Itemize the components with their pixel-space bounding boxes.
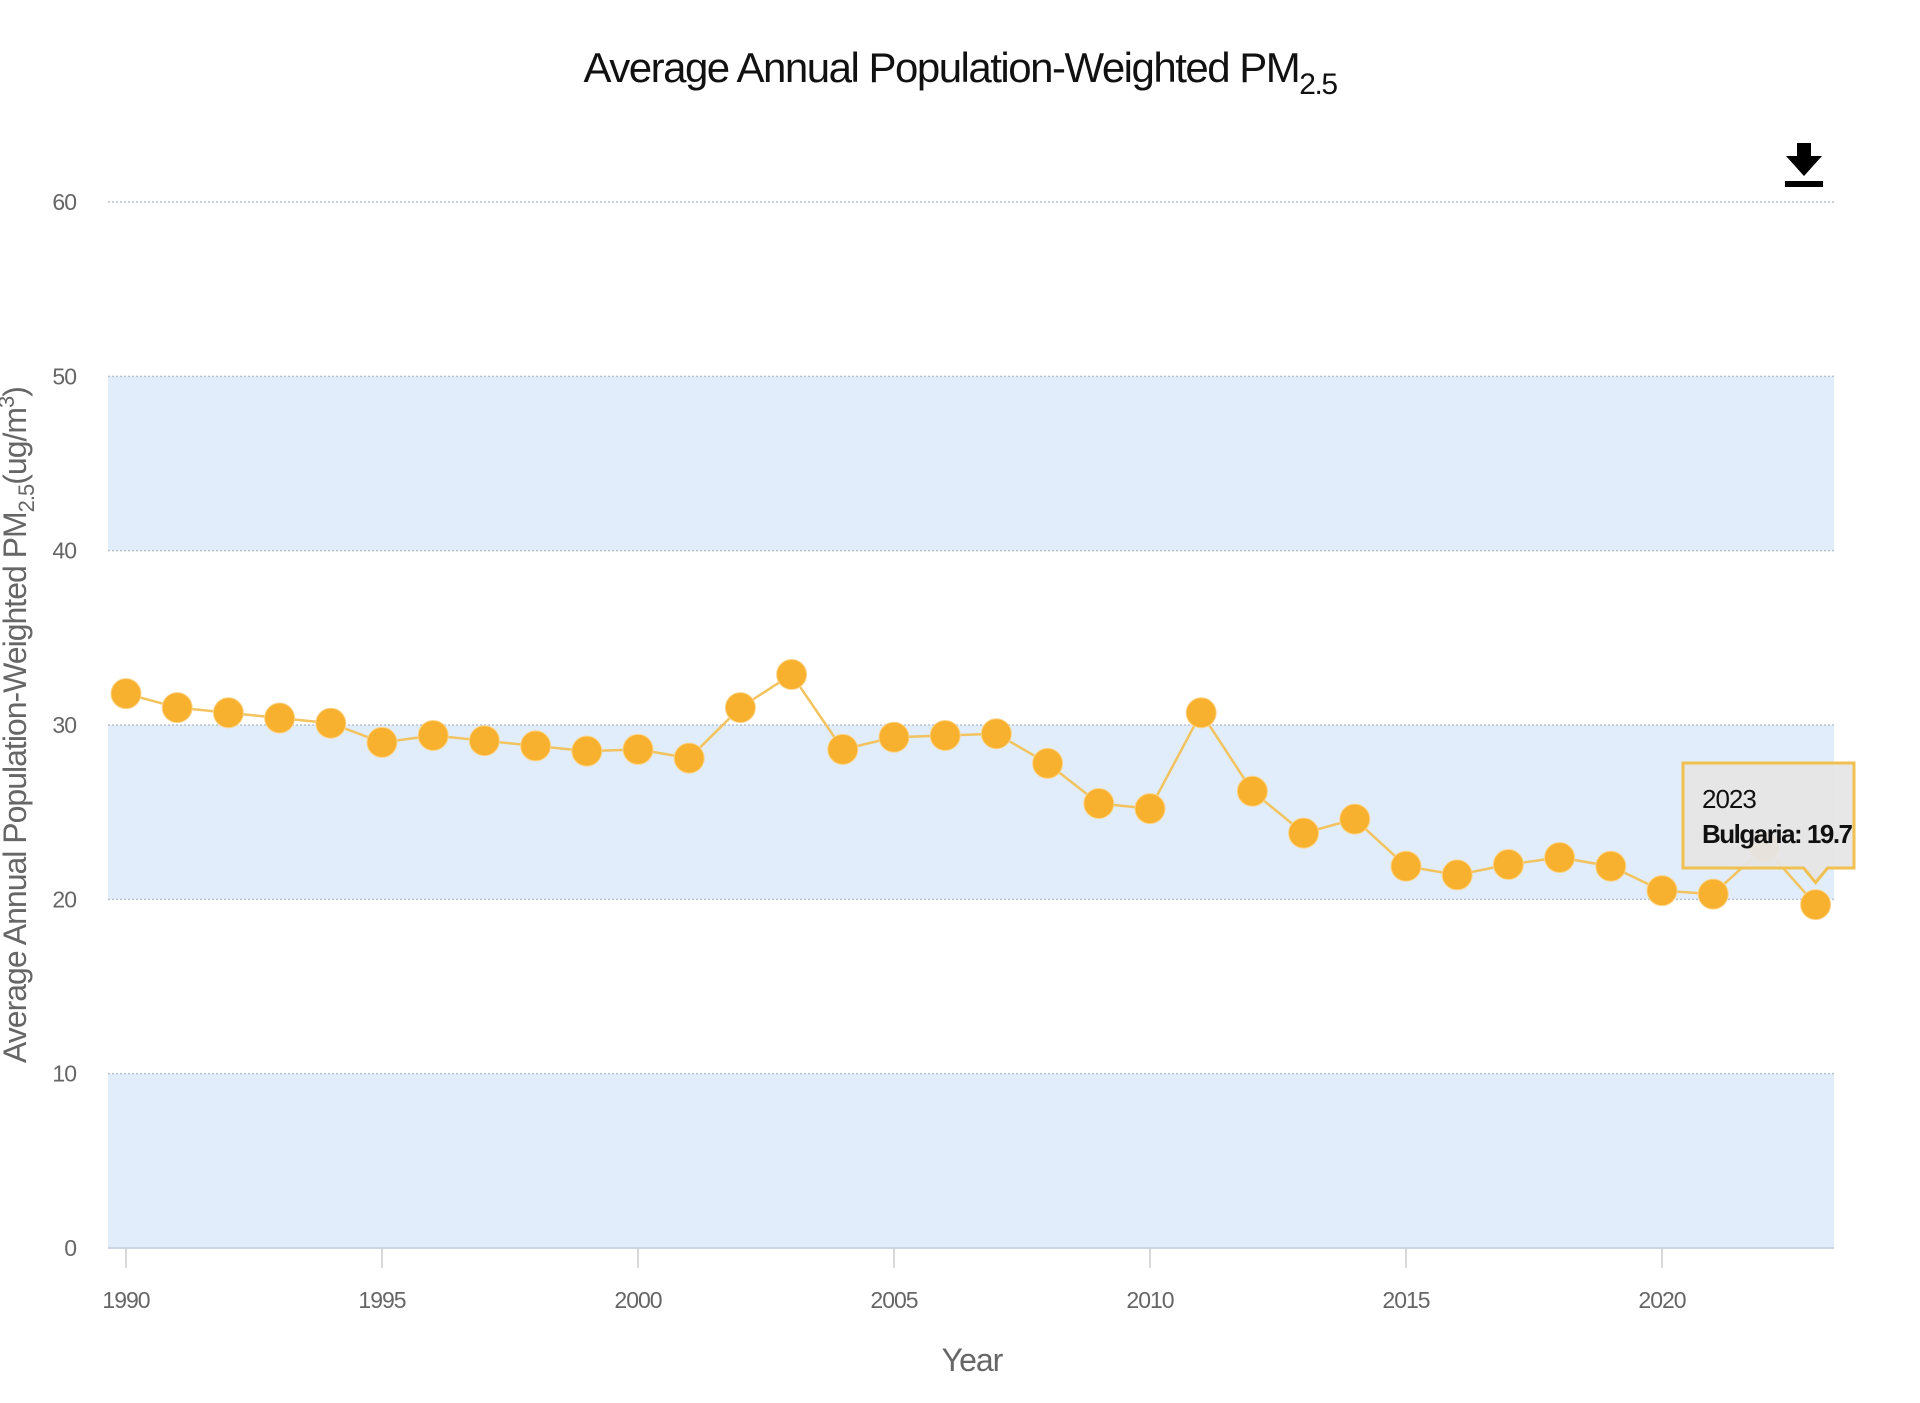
tooltip: 2023 Bulgaria: 19.7: [1681, 761, 1856, 885]
x-tick-label: 2000: [614, 1287, 661, 1313]
data-point-2008[interactable]: [1032, 747, 1064, 779]
data-point-2007[interactable]: [980, 718, 1012, 750]
tooltip-box: [1681, 761, 1856, 885]
data-point-2009[interactable]: [1083, 787, 1115, 819]
data-point-1992[interactable]: [212, 697, 244, 729]
x-tick-label: 2010: [1126, 1287, 1173, 1313]
y-tick-label: 30: [52, 712, 76, 738]
y-tick-label: 10: [52, 1061, 76, 1087]
data-point-1991[interactable]: [161, 692, 193, 724]
data-point-2011[interactable]: [1185, 697, 1217, 729]
x-tick-label: 2015: [1382, 1287, 1429, 1313]
data-point-2017[interactable]: [1492, 848, 1524, 880]
series-line: [125, 672, 1817, 906]
x-tick-label: 1995: [358, 1287, 405, 1313]
y-tick-label: 0: [64, 1235, 76, 1261]
y-axis-title-close: ): [0, 387, 33, 397]
data-point-2020[interactable]: [1646, 875, 1678, 907]
data-point-2014[interactable]: [1339, 803, 1371, 835]
data-point-1999[interactable]: [571, 735, 603, 767]
data-point-2003[interactable]: [776, 658, 808, 690]
x-axis: 1990 1995 2000 2005 2010 2015 2020: [102, 1247, 1834, 1313]
data-point-2012[interactable]: [1236, 775, 1268, 807]
data-point-1996[interactable]: [417, 719, 449, 751]
data-point-2015[interactable]: [1390, 850, 1422, 882]
shaded-bands: [108, 376, 1834, 1248]
data-point-2010[interactable]: [1134, 793, 1166, 825]
chart-title-text: Average Annual Population-Weighted PM: [583, 44, 1299, 91]
data-point-2000[interactable]: [622, 733, 654, 765]
data-point-2018[interactable]: [1544, 841, 1576, 873]
data-point-1993[interactable]: [264, 702, 296, 734]
shaded-band-20-30: [108, 725, 1834, 900]
x-tick-label: 1990: [102, 1287, 149, 1313]
y-tick-label: 20: [52, 886, 76, 912]
tooltip-year: 2023: [1702, 784, 1756, 814]
data-point-1995[interactable]: [366, 726, 398, 758]
y-axis-title-unit: (ug/m: [0, 408, 33, 485]
download-button[interactable]: [1778, 137, 1830, 189]
data-point-2004[interactable]: [827, 733, 859, 765]
series-bulgaria: [110, 658, 1832, 921]
data-point-2016[interactable]: [1441, 859, 1473, 891]
chart-title-subscript: 2.5: [1299, 68, 1337, 101]
data-point-2023[interactable]: [1800, 889, 1832, 921]
download-icon: [1785, 143, 1823, 187]
x-tick-label: 2020: [1638, 1287, 1685, 1313]
y-axis-title-superscript: 3: [0, 396, 19, 408]
shaded-band-40-50: [108, 376, 1834, 551]
tooltip-value: Bulgaria: 19.7: [1702, 819, 1853, 849]
x-axis-title: Year: [942, 1342, 1004, 1378]
data-point-1994[interactable]: [315, 707, 347, 739]
y-tick-label: 40: [52, 538, 76, 564]
data-point-2021[interactable]: [1697, 878, 1729, 910]
data-point-2006[interactable]: [929, 719, 961, 751]
data-point-1990[interactable]: [110, 678, 142, 710]
data-point-2001[interactable]: [673, 742, 705, 774]
chart-title: Average Annual Population-Weighted PM2.5: [583, 44, 1337, 101]
y-tick-label: 60: [52, 189, 76, 215]
data-point-2002[interactable]: [724, 692, 756, 724]
data-point-2005[interactable]: [878, 721, 910, 753]
data-point-1997[interactable]: [468, 725, 500, 757]
y-tick-label: 50: [52, 363, 76, 389]
y-axis-title: Average Annual Population-Weighted PM2.5…: [0, 387, 39, 1063]
data-point-1998[interactable]: [520, 730, 552, 762]
gridlines: [108, 201, 1834, 1075]
y-axis-ticks: 0 10 20 30 40 50 60: [52, 189, 77, 1261]
y-axis-title-text: Average Annual Population-Weighted PM: [0, 512, 33, 1063]
y-axis-title-subscript: 2.5: [14, 484, 39, 512]
shaded-band-0-10: [108, 1073, 1834, 1248]
data-point-2019[interactable]: [1595, 850, 1627, 882]
data-point-2013[interactable]: [1288, 817, 1320, 849]
x-tick-label: 2005: [870, 1287, 917, 1313]
